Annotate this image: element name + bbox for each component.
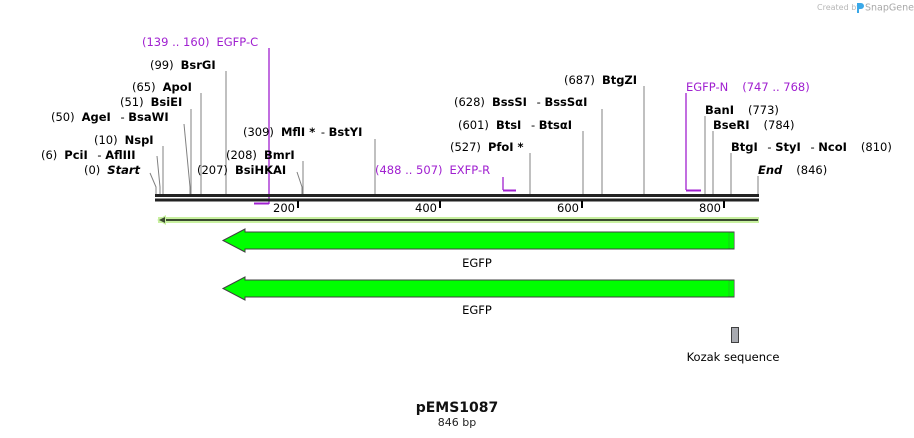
svg-text:(65)ApoI: (65) ApoI [132,80,192,94]
site-label-bmri[interactable]: (208) BmrI [226,148,295,162]
site-label-agei-bsawi[interactable]: (50) AgeI - BsaWI [51,110,169,124]
feature-egfp-2[interactable]: EGFP [221,276,735,317]
svg-text:(139 .. 160)EGFP-C: (139 .. 160) EGFP-C [142,35,258,49]
svg-text:(0)Start: (0) Start [84,163,141,177]
site-label-btsi-btsai[interactable]: (601) BtsI - BtsαI [458,118,572,132]
feature-label: EGFP [462,256,492,270]
svg-text:(51)BsiEI: (51) BsiEI [120,95,182,109]
svg-text:(687)BtgZI: (687) BtgZI [564,73,637,87]
credit-prefix: Created by [817,3,861,12]
primer-label-egfp-n[interactable]: EGFP-N (747 .. 768) [686,80,810,94]
feature-label: EGFP [462,303,492,317]
feature-kozak-sequence[interactable]: Kozak sequence [687,327,780,365]
svg-text:400: 400 [415,201,437,215]
snapgene-credit[interactable]: Created by SnapGene [817,3,914,14]
svg-text:600: 600 [557,201,579,215]
feature-egfp-1[interactable]: EGFP [221,228,735,270]
site-label-bani[interactable]: BanI (773) [705,103,779,117]
svg-text:(628)BssSI - BssSαI: (628) BssSI - BssSαI [454,95,587,109]
svg-text:(601)BtsI - BtsαI: (601) BtsI - BtsαI [458,118,572,132]
svg-text:EGFP-N(747 .. 768): EGFP-N (747 .. 768) [686,80,810,94]
primer-label-exfp-r[interactable]: (488 .. 507) EXFP-R [375,163,490,177]
primer-marks [254,48,701,205]
site-label-end[interactable]: End (846) [758,163,827,177]
svg-text:(50)AgeI - BsaWI: (50) AgeI - BsaWI [51,110,169,124]
site-label-start[interactable]: (0) Start [84,163,141,177]
site-label-bsihkai[interactable]: (207) BsiHKAI [197,163,286,177]
ruler: 200 400 600 800 [273,201,725,215]
site-label-bseri[interactable]: BseRI (784) [713,118,794,132]
feature-label: Kozak sequence [687,350,780,364]
orf-reverse[interactable] [157,215,759,225]
ruler-tick-200: 200 [273,201,299,215]
svg-text:End(846): End (846) [758,163,827,177]
svg-text:(208)BmrI: (208) BmrI [226,148,295,162]
dna-backbone[interactable] [155,194,759,202]
site-label-mfli-bstyi[interactable]: (309) MflI * - BstYI [243,125,362,139]
svg-text:(207)BsiHKAI: (207) BsiHKAI [197,163,286,177]
site-label-pcii-afliii[interactable]: (6) PciI - AflIII [41,148,136,162]
svg-text:(527)PfoI *: (527) PfoI * [450,140,524,154]
plasmid-name: pEMS1087 [416,400,499,416]
ruler-tick-800: 800 [699,201,725,215]
svg-text:(6)PciI - AflIII: (6) PciI - AflIII [41,148,136,162]
plasmid-length: 846 bp [438,416,476,429]
ruler-tick-600: 600 [557,201,583,215]
svg-text:(309)MflI * - BstYI: (309) MflI * - BstYI [243,125,362,139]
svg-text:(10)NspI: (10) NspI [94,133,154,147]
svg-text:800: 800 [699,201,721,215]
credit-brand: SnapGene [865,3,914,14]
svg-text:BanI(773): BanI (773) [705,103,779,117]
ruler-tick-400: 400 [415,201,441,215]
site-label-bsiei[interactable]: (51) BsiEI [120,95,182,109]
site-label-bsrgi[interactable]: (99) BsrGI [150,58,216,72]
site-label-apoi[interactable]: (65) ApoI [132,80,192,94]
svg-text:BseRI(784): BseRI (784) [713,118,794,132]
svg-text:BtgI - StyI - NcoI(810): BtgI - StyI - NcoI (810) [731,140,892,154]
site-connectors [149,71,759,195]
svg-text:(99)BsrGI: (99) BsrGI [150,58,216,72]
site-label-btgi-styi-ncoi[interactable]: BtgI - StyI - NcoI (810) [731,140,892,154]
site-label-bsssi-bsssai[interactable]: (628) BssSI - BssSαI [454,95,587,109]
site-label-btgzi[interactable]: (687) BtgZI [564,73,637,87]
svg-text:200: 200 [273,201,295,215]
primer-label-egfp-c[interactable]: (139 .. 160) EGFP-C [142,35,258,49]
site-label-pfoi[interactable]: (527) PfoI * [450,140,524,154]
snapgene-logo-icon [857,3,864,13]
site-label-nspi[interactable]: (10) NspI [94,133,154,147]
svg-text:(488 .. 507)EXFP-R: (488 .. 507) EXFP-R [375,163,490,177]
